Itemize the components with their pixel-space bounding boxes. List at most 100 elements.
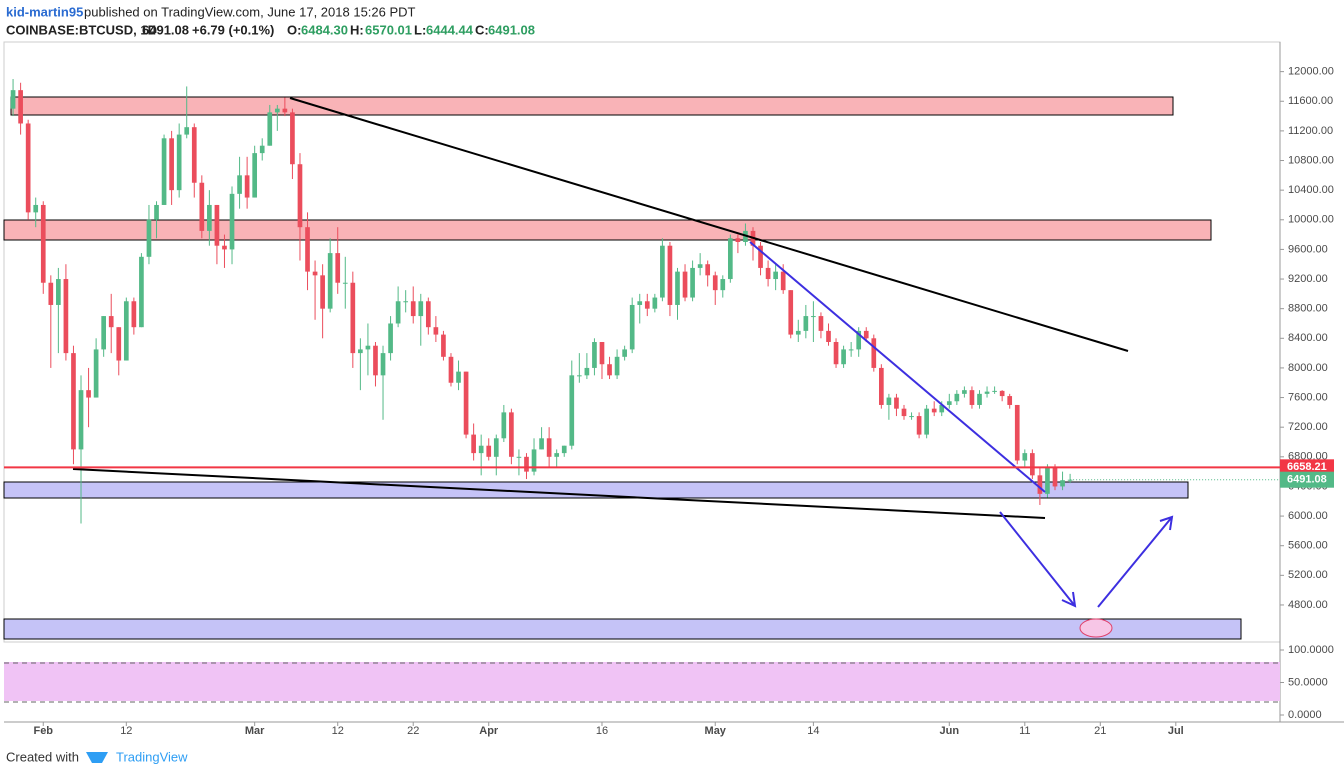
y-tick-label: 12000.00 bbox=[1288, 66, 1334, 78]
candle-body bbox=[116, 327, 122, 361]
candle-body bbox=[644, 301, 650, 309]
candle-body bbox=[342, 282, 348, 284]
candle-body bbox=[71, 353, 76, 450]
candle-body bbox=[146, 219, 152, 257]
y-tick-label: 11200.00 bbox=[1288, 125, 1333, 137]
candle-body bbox=[705, 264, 711, 276]
candle-body bbox=[962, 390, 967, 394]
x-tick-label: Mar bbox=[245, 725, 265, 737]
osc-tick-label: 0.0000 bbox=[1288, 709, 1322, 721]
candle-body bbox=[569, 375, 575, 446]
y-tick-label: 7600.00 bbox=[1288, 391, 1328, 403]
c-value: 6491.08 bbox=[488, 22, 535, 37]
candle-body bbox=[848, 349, 854, 351]
footer-brand[interactable]: TradingView bbox=[116, 749, 188, 764]
candle-body bbox=[18, 90, 23, 124]
y-tick-label: 10400.00 bbox=[1288, 184, 1334, 196]
x-tick-label: Apr bbox=[479, 725, 499, 737]
candle-body bbox=[493, 438, 499, 457]
candle-body bbox=[531, 449, 537, 472]
logo-mark bbox=[1079, 618, 1113, 638]
y-tick-label: 5600.00 bbox=[1288, 540, 1328, 552]
published: published on TradingView.com, June 17, 2… bbox=[84, 4, 416, 19]
candle-body bbox=[123, 301, 129, 361]
y-tick-label: 8800.00 bbox=[1288, 303, 1328, 315]
candle-body bbox=[335, 253, 341, 283]
candle-body bbox=[418, 301, 424, 317]
candle-body bbox=[561, 445, 567, 454]
candle-body bbox=[33, 204, 39, 213]
osc-tick-label: 50.0000 bbox=[1288, 676, 1328, 688]
author[interactable]: kid-martin95 bbox=[6, 4, 83, 19]
x-tick-label: 21 bbox=[1094, 725, 1106, 737]
candle-body bbox=[697, 264, 703, 268]
candle-body bbox=[863, 330, 869, 339]
x-tick-label: 11 bbox=[1019, 725, 1030, 737]
candle-body bbox=[969, 390, 975, 405]
l-value: 6444.44 bbox=[426, 22, 474, 37]
candle-body bbox=[214, 204, 220, 246]
candle-body bbox=[637, 301, 643, 305]
candle-body bbox=[176, 134, 182, 191]
candle-body bbox=[10, 90, 16, 109]
candle-body bbox=[25, 123, 31, 213]
candle-body bbox=[614, 356, 620, 376]
c-label: C: bbox=[475, 22, 489, 37]
l-label: L: bbox=[414, 22, 426, 37]
y-tick-label: 9600.00 bbox=[1288, 243, 1328, 255]
candle-body bbox=[712, 275, 718, 291]
candle-body bbox=[101, 316, 107, 350]
y-tick-label: 9200.00 bbox=[1288, 273, 1328, 285]
candle-body bbox=[833, 342, 839, 365]
arrow bbox=[999, 511, 1077, 608]
candle-body bbox=[433, 327, 439, 335]
candle-body bbox=[682, 271, 688, 298]
candle-body bbox=[471, 434, 476, 454]
support-zone bbox=[3, 481, 1189, 499]
candle-body bbox=[516, 456, 522, 458]
candle-body bbox=[1052, 467, 1058, 487]
candle-body bbox=[901, 408, 907, 417]
candle-body bbox=[629, 304, 635, 350]
candle-body bbox=[818, 316, 824, 331]
candle-body bbox=[788, 290, 794, 335]
osc-tick-label: 100.0000 bbox=[1288, 644, 1334, 656]
support-zone bbox=[3, 618, 1242, 640]
candle-body bbox=[735, 238, 741, 242]
candle-body bbox=[667, 245, 673, 305]
candle-body bbox=[675, 271, 680, 305]
candle-body bbox=[924, 408, 929, 435]
candle-body bbox=[237, 175, 242, 194]
candle-body bbox=[410, 301, 416, 317]
x-tick-label: Jul bbox=[1168, 725, 1184, 737]
candle-body bbox=[244, 175, 250, 198]
candle-body bbox=[660, 245, 665, 298]
x-tick-label: May bbox=[705, 725, 727, 737]
candle-body bbox=[297, 164, 303, 228]
candle-body bbox=[274, 108, 280, 113]
candle-body bbox=[539, 438, 544, 450]
candle-body bbox=[599, 342, 605, 365]
candle-body bbox=[652, 297, 658, 309]
y-tick-label: 4800.00 bbox=[1288, 599, 1328, 611]
candle-body bbox=[350, 282, 356, 354]
candle-body bbox=[199, 182, 205, 231]
candle-body bbox=[984, 391, 990, 394]
x-tick-label: 14 bbox=[807, 725, 819, 737]
candle-body bbox=[546, 438, 552, 457]
oscillator-band bbox=[4, 662, 1280, 701]
candle-body bbox=[1014, 404, 1020, 461]
candle-body bbox=[78, 390, 84, 450]
candle-body bbox=[946, 401, 952, 405]
o-value: 6484.30 bbox=[301, 22, 348, 37]
candle-body bbox=[259, 145, 265, 154]
candle-body bbox=[358, 349, 363, 354]
candle-body bbox=[290, 112, 295, 165]
candle-body bbox=[886, 397, 892, 405]
candle-body bbox=[388, 323, 393, 354]
resistance-zone bbox=[10, 96, 1174, 116]
candle-body bbox=[63, 279, 69, 354]
o-label: O: bbox=[287, 22, 301, 37]
candle-body bbox=[554, 453, 560, 457]
